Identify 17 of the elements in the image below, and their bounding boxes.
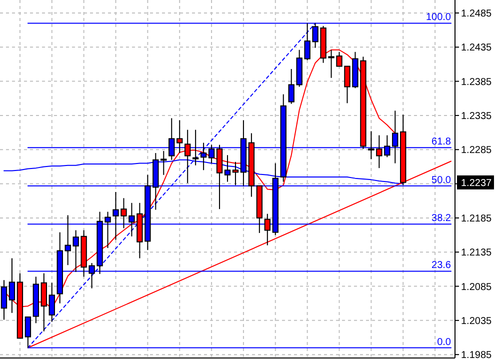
series-label: 23.6 (432, 260, 452, 272)
series-label: 38.2 (432, 213, 452, 224)
series-label: 0.0 (437, 336, 452, 348)
series-label: 61.8 (432, 136, 452, 148)
series-label: 100.0 (426, 12, 452, 24)
series-label: 50.0 (432, 174, 452, 186)
y-tick-label: 1.2085 (461, 282, 492, 293)
y-tick-label: 1.2385 (461, 76, 492, 88)
y-tick-label: 1.2435 (461, 42, 492, 54)
y-tick-label: 1.2185 (461, 213, 492, 224)
y-tick-label: 1.2485 (461, 8, 492, 20)
y-tick-label: 1.1985 (461, 350, 492, 360)
y-tick-label: 1.2135 (461, 248, 492, 259)
annotation: 1.2237 (461, 178, 492, 189)
y-tick-label: 1.2285 (461, 145, 492, 156)
y-tick-label: 1.2335 (461, 110, 492, 122)
y-tick-label: 1.2035 (461, 316, 492, 327)
